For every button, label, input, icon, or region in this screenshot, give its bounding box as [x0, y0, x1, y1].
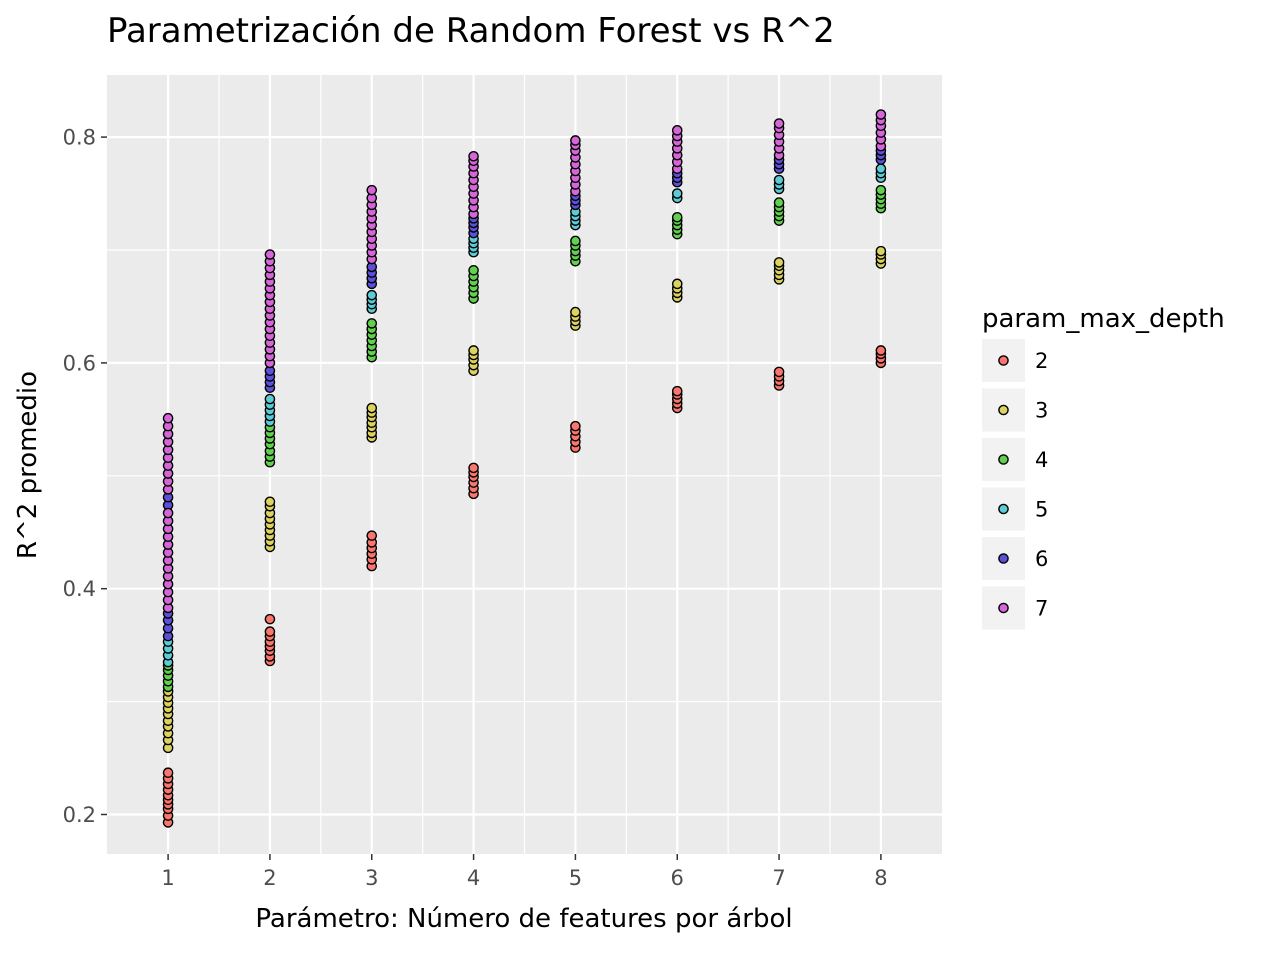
data-point	[468, 265, 479, 276]
x-tick-label: 1	[161, 866, 174, 890]
data-point	[671, 385, 683, 397]
x-tick-label: 3	[365, 866, 378, 890]
data-point	[264, 496, 276, 508]
data-point	[570, 420, 581, 432]
legend-marker	[998, 503, 1009, 515]
legend-marker	[998, 553, 1009, 564]
x-tick-label: 7	[772, 866, 785, 890]
data-point	[366, 289, 378, 301]
legend-marker	[998, 454, 1009, 465]
x-axis-title: Parámetro: Número de features por árbol	[255, 904, 792, 934]
y-tick-label: 0.4	[63, 577, 96, 601]
data-point	[264, 249, 276, 260]
data-point	[570, 135, 581, 146]
legend-marker	[998, 404, 1009, 416]
data-point	[366, 318, 378, 329]
legend: param_max_depth 2 3 4 5 6 7	[982, 304, 1225, 630]
legend-label: 7	[1035, 597, 1048, 621]
legend-title: param_max_depth	[982, 304, 1225, 334]
legend-label: 3	[1035, 399, 1048, 423]
legend-marker	[998, 602, 1009, 614]
data-point	[468, 462, 479, 474]
x-tick-label: 8	[874, 866, 887, 890]
data-point	[875, 109, 887, 120]
data-point	[875, 184, 887, 196]
legend-label: 5	[1035, 498, 1048, 522]
x-tick-label: 5	[569, 866, 582, 890]
data-point	[366, 530, 378, 541]
data-point	[773, 197, 785, 208]
y-tick-label: 0.8	[63, 126, 96, 150]
x-tick-label: 2	[263, 866, 276, 890]
data-point	[162, 767, 174, 779]
data-point	[366, 402, 378, 414]
data-point	[468, 150, 479, 162]
data-point	[570, 306, 581, 318]
chart-title: Parametrización de Random Forest vs R^2	[107, 11, 835, 51]
legend-label: 2	[1035, 349, 1048, 373]
data-point	[773, 257, 785, 268]
data-point	[671, 278, 683, 290]
data-point	[366, 184, 378, 196]
x-tick-label: 4	[467, 866, 480, 890]
data-point	[671, 211, 683, 223]
data-point	[875, 163, 887, 175]
data-point	[264, 613, 276, 625]
data-point	[162, 507, 174, 519]
data-point	[671, 188, 683, 199]
data-point	[773, 174, 785, 186]
data-point	[162, 412, 174, 424]
data-point	[875, 345, 887, 356]
y-tick-label: 0.6	[63, 351, 96, 375]
data-points	[162, 109, 887, 828]
data-point	[570, 235, 581, 247]
legend-marker	[998, 355, 1009, 366]
y-axis-title: R^2 promedio	[13, 371, 43, 559]
axes: 1 2 3 4 5 6 7 8 0.2 0.4 0.6 0.8	[63, 126, 888, 890]
legend-label: 6	[1035, 547, 1048, 571]
data-point	[773, 118, 785, 129]
data-point	[875, 245, 887, 257]
y-tick-label: 0.2	[63, 803, 96, 827]
legend-label: 4	[1035, 448, 1048, 472]
data-point	[264, 626, 276, 637]
data-point	[671, 125, 683, 136]
data-point	[773, 366, 785, 378]
data-point	[468, 345, 479, 356]
x-tick-label: 6	[671, 866, 684, 890]
data-point	[264, 393, 276, 405]
